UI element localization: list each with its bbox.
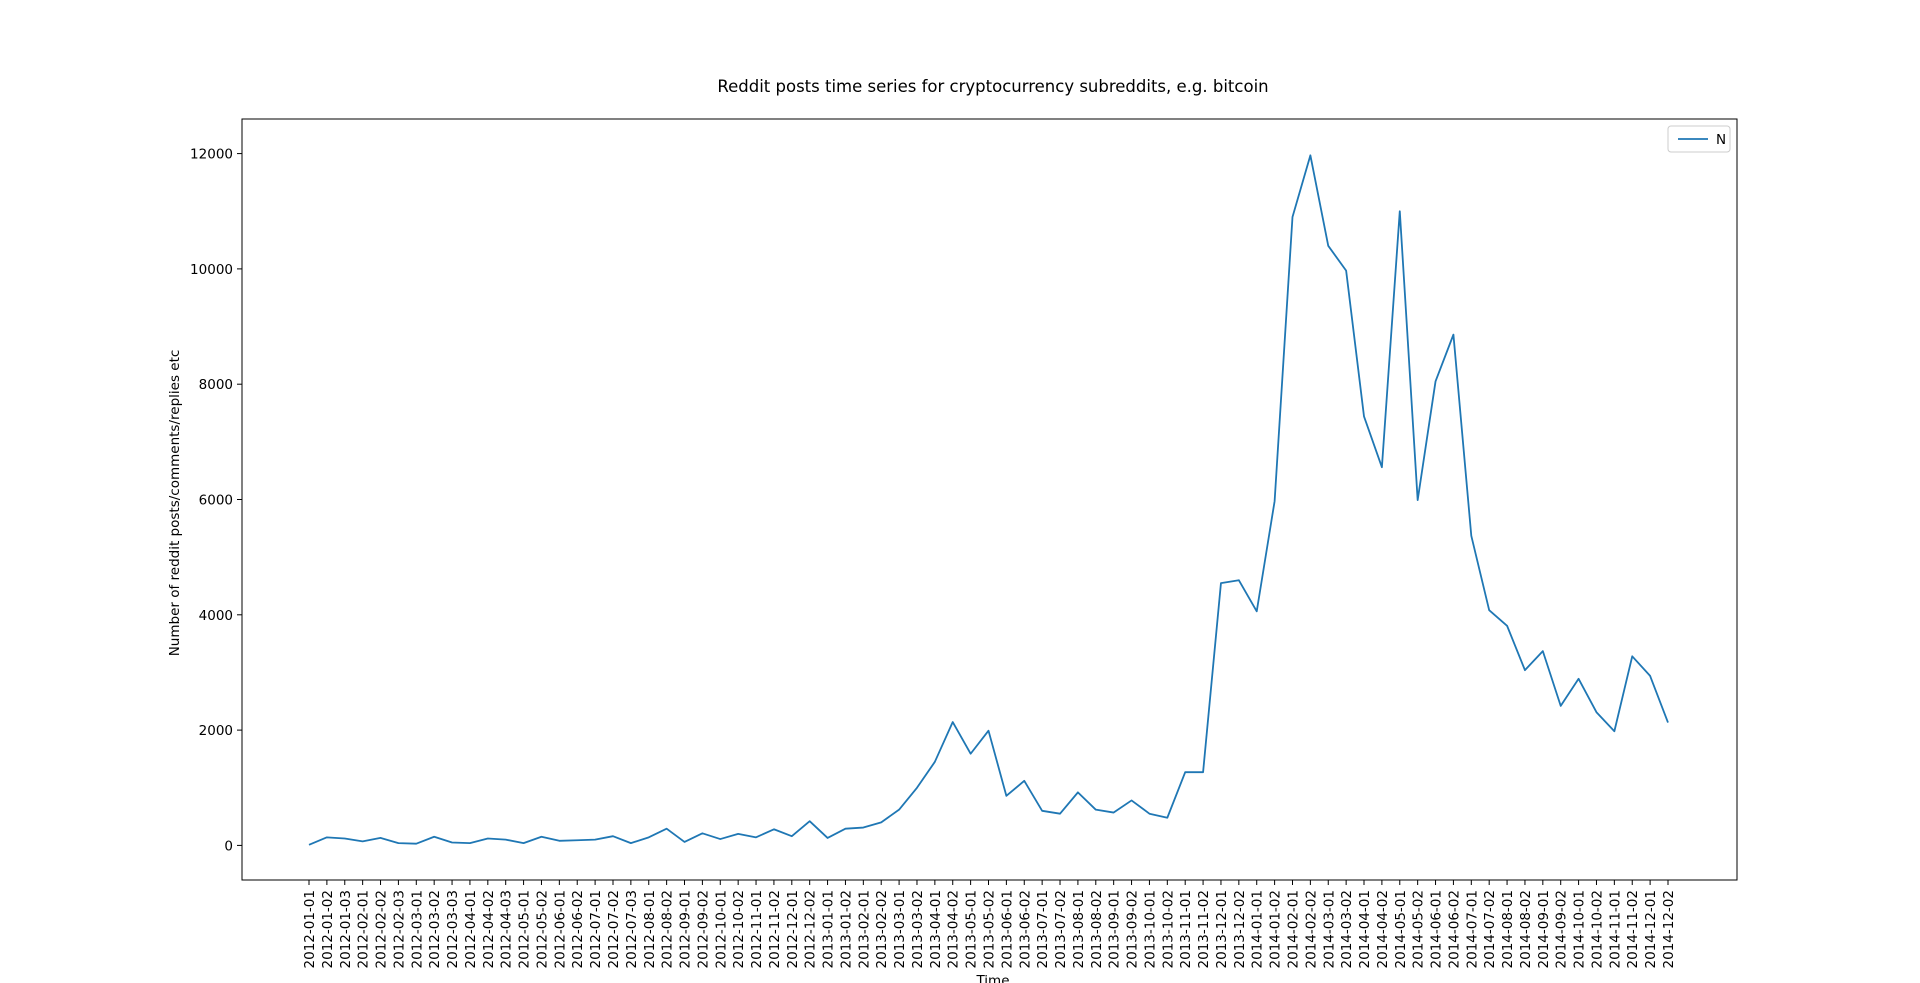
x-tick-label: 2014-11-01 (1607, 890, 1623, 968)
x-axis: 2012-01-01 2012-01-02 2012-01-03 2012-02-01… (302, 880, 1677, 968)
x-tick-label: 2014-10-01 (1572, 890, 1588, 968)
x-tick-label: 2013-03-01 (892, 890, 908, 968)
x-tick-label: 2012-09-01 (678, 890, 694, 968)
x-tick-label: 2013-05-02 (982, 890, 998, 968)
x-tick-label: 2012-02-01 (356, 890, 372, 968)
y-tick-label: 12000 (190, 147, 233, 163)
x-tick-label: 2013-09-01 (1107, 890, 1123, 968)
x-tick-label: 2014-12-02 (1661, 890, 1677, 968)
series-line-n (308, 154, 1669, 846)
x-axis-label: Time (975, 973, 1009, 983)
x-tick-label: 2014-08-02 (1518, 890, 1534, 968)
x-tick-label: 2012-12-02 (803, 890, 819, 968)
x-tick-label: 2012-02-03 (391, 890, 407, 968)
x-tick-label: 2013-06-01 (999, 890, 1015, 968)
x-tick-label: 2014-04-01 (1357, 890, 1373, 968)
x-tick-label: 2012-03-03 (445, 890, 461, 968)
x-tick-label: 2013-07-02 (1053, 890, 1069, 968)
x-tick-label: 2012-06-01 (552, 890, 568, 968)
x-tick-label: 2014-08-01 (1500, 890, 1516, 968)
x-tick-label: 2013-02-02 (874, 890, 890, 968)
x-tick-label: 2014-01-02 (1268, 890, 1284, 968)
y-tick-label: 6000 (199, 493, 233, 509)
x-tick-label: 2012-10-01 (713, 890, 729, 968)
x-tick-label: 2014-09-01 (1536, 890, 1552, 968)
x-tick-label: 2013-06-02 (1017, 890, 1033, 968)
x-tick-label: 2013-08-02 (1089, 890, 1105, 968)
x-tick-label: 2014-05-01 (1393, 890, 1409, 968)
x-tick-label: 2014-06-02 (1446, 890, 1462, 968)
x-tick-label: 2013-12-02 (1232, 890, 1248, 968)
x-tick-label: 2013-08-01 (1071, 890, 1087, 968)
x-tick-label: 2012-07-03 (624, 890, 640, 968)
x-tick-label: 2012-08-01 (642, 890, 658, 968)
x-tick-label: 2014-01-01 (1250, 890, 1266, 968)
legend-label-n: N (1716, 132, 1726, 148)
x-tick-label: 2014-02-02 (1303, 890, 1319, 968)
x-tick-label: 2014-12-01 (1643, 890, 1659, 968)
x-tick-label: 2012-11-02 (767, 890, 783, 968)
x-tick-label: 2012-03-01 (409, 890, 425, 968)
x-tick-label: 2013-10-02 (1160, 890, 1176, 968)
x-tick-label: 2012-11-01 (749, 890, 765, 968)
x-tick-label: 2014-02-01 (1285, 890, 1301, 968)
x-tick-label: 2012-04-03 (499, 890, 515, 968)
x-tick-label: 2012-04-02 (481, 890, 497, 968)
x-tick-label: 2013-05-01 (964, 890, 980, 968)
x-tick-label: 2012-02-02 (374, 890, 390, 968)
x-tick-label: 2013-11-01 (1178, 890, 1194, 968)
y-tick-label: 10000 (190, 262, 233, 278)
x-tick-label: 2014-04-02 (1375, 890, 1391, 968)
x-tick-label: 2012-01-02 (320, 890, 336, 968)
legend: N (1667, 125, 1731, 153)
x-tick-label: 2014-06-01 (1429, 890, 1445, 968)
x-tick-label: 2012-10-02 (731, 890, 747, 968)
x-tick-label: 2012-07-02 (606, 890, 622, 968)
x-tick-label: 2014-11-02 (1625, 890, 1641, 968)
x-tick-label: 2012-01-01 (302, 890, 318, 968)
y-tick-label: 4000 (199, 608, 233, 624)
x-tick-label: 2013-01-01 (821, 890, 837, 968)
x-tick-label: 2014-07-01 (1464, 890, 1480, 968)
x-tick-label: 2012-07-01 (588, 890, 604, 968)
y-tick-label: 8000 (199, 377, 233, 393)
x-tick-label: 2012-05-02 (534, 890, 550, 968)
x-tick-label: 2012-09-02 (695, 890, 711, 968)
x-tick-label: 2012-06-02 (570, 890, 586, 968)
x-tick-label: 2014-03-02 (1339, 890, 1355, 968)
x-tick-label: 2014-10-02 (1589, 890, 1605, 968)
x-tick-label: 2014-05-02 (1411, 890, 1427, 968)
x-tick-label: 2013-12-01 (1214, 890, 1230, 968)
y-axis: 0 2000 4000 6000 8000 10000 12000 (190, 147, 242, 854)
x-tick-label: 2012-01-03 (338, 890, 354, 968)
x-tick-label: 2012-08-02 (660, 890, 676, 968)
x-tick-label: 2013-04-02 (946, 890, 962, 968)
y-axis-label: Number of reddit posts/comments/replies … (167, 350, 183, 657)
x-tick-label: 2013-09-02 (1125, 890, 1141, 968)
x-tick-label: 2013-11-02 (1196, 890, 1212, 968)
x-tick-label: 2012-03-02 (427, 890, 443, 968)
x-tick-label: 2014-03-01 (1321, 890, 1337, 968)
x-tick-label: 2012-05-01 (517, 890, 533, 968)
x-tick-label: 2012-04-01 (463, 890, 479, 968)
y-tick-label: 0 (224, 838, 233, 854)
x-tick-label: 2013-04-01 (928, 890, 944, 968)
x-tick-label: 2013-02-01 (856, 890, 872, 968)
x-tick-label: 2014-09-02 (1554, 890, 1570, 968)
x-tick-label: 2013-01-02 (838, 890, 854, 968)
x-tick-label: 2014-07-02 (1482, 890, 1498, 968)
plot-area (241, 118, 1738, 881)
x-tick-label: 2013-03-02 (910, 890, 926, 968)
x-tick-label: 2013-10-01 (1142, 890, 1158, 968)
x-tick-label: 2012-12-01 (785, 890, 801, 968)
y-tick-label: 2000 (199, 723, 233, 739)
chart-title: Reddit posts time series for cryptocurre… (717, 77, 1268, 96)
x-tick-label: 2013-07-01 (1035, 890, 1051, 968)
